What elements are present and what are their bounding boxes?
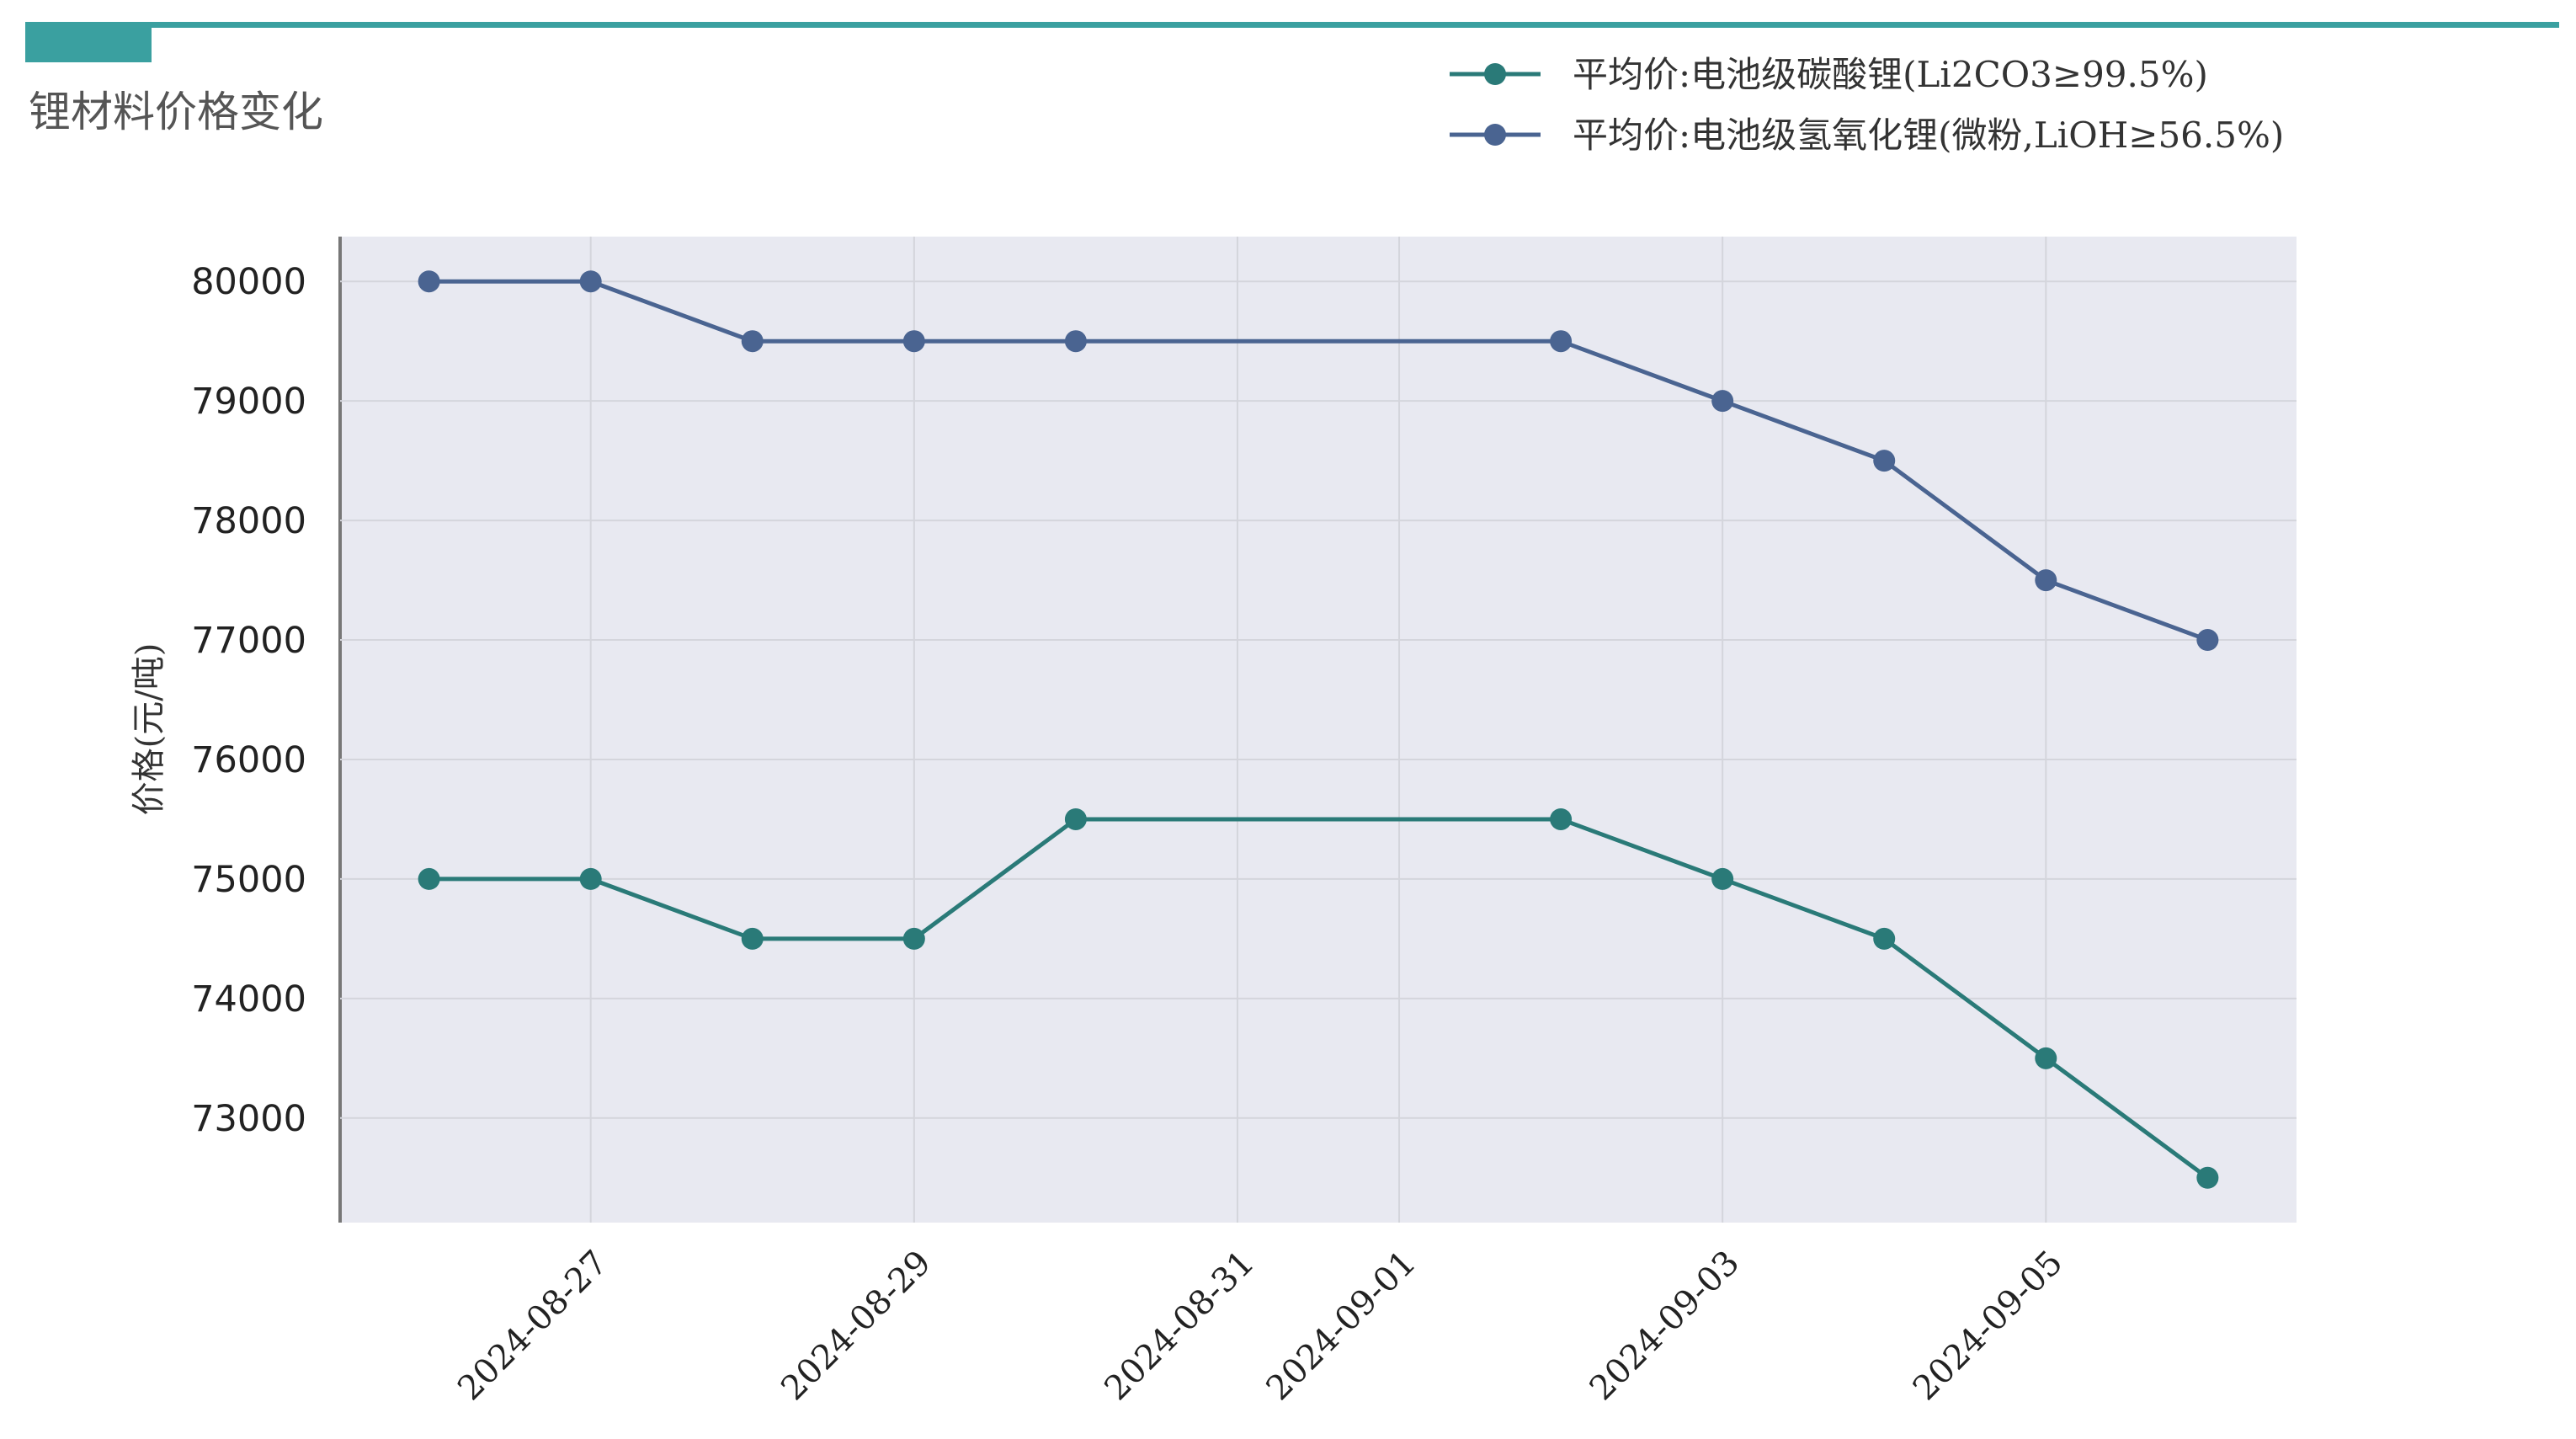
legend-marker	[1484, 124, 1506, 146]
data-point	[1064, 330, 1087, 353]
y-tick-label: 73000	[191, 1098, 306, 1140]
chart-title: 锂材料价格变化	[29, 88, 323, 136]
data-point	[418, 270, 440, 293]
data-point	[1873, 927, 1896, 950]
y-axis-label: 价格(元/吨)	[130, 643, 168, 816]
data-point	[902, 330, 925, 353]
data-point	[1711, 390, 1734, 413]
y-tick-label: 75000	[191, 859, 306, 901]
data-point	[418, 867, 440, 890]
y-tick-label: 79000	[191, 381, 306, 423]
data-point	[2196, 629, 2219, 652]
x-tick-label: 2024-08-27	[450, 1244, 615, 1409]
data-point	[2196, 1166, 2219, 1189]
data-point	[741, 330, 764, 353]
y-tick-label: 77000	[191, 620, 306, 662]
series-line	[428, 817, 2209, 1180]
data-point	[1711, 867, 1734, 890]
legend-label: 平均价:电池级氢氧化锂(微粉,LiOH≥56.5%)	[1573, 115, 2284, 156]
x-tick-label: 2024-09-01	[1259, 1244, 1424, 1409]
x-tick-label: 2024-08-31	[1097, 1244, 1262, 1409]
x-tick-label: 2024-09-03	[1583, 1244, 1748, 1409]
data-point	[1550, 330, 1573, 353]
data-point	[2035, 1047, 2057, 1069]
data-point	[1873, 450, 1896, 472]
y-tick-label: 78000	[191, 500, 306, 542]
plot-area	[340, 237, 2297, 1223]
y-tick-label: 76000	[191, 739, 306, 781]
header-tab	[25, 22, 152, 62]
legend-label: 平均价:电池级碳酸锂(Li2CO3≥99.5%)	[1573, 54, 2208, 95]
header-rule	[25, 22, 2559, 28]
data-point	[579, 270, 602, 293]
x-tick-label: 2024-09-05	[1906, 1244, 2071, 1409]
y-tick-label: 80000	[191, 261, 306, 303]
data-point	[1064, 807, 1087, 830]
legend-marker	[1484, 63, 1506, 85]
data-point	[1550, 807, 1573, 830]
x-tick-label: 2024-08-29	[774, 1244, 939, 1409]
y-tick-label: 74000	[191, 978, 306, 1021]
series-line	[428, 279, 2209, 642]
data-point	[741, 927, 764, 950]
data-point	[902, 927, 925, 950]
data-point	[579, 867, 602, 890]
data-point	[2035, 569, 2057, 592]
